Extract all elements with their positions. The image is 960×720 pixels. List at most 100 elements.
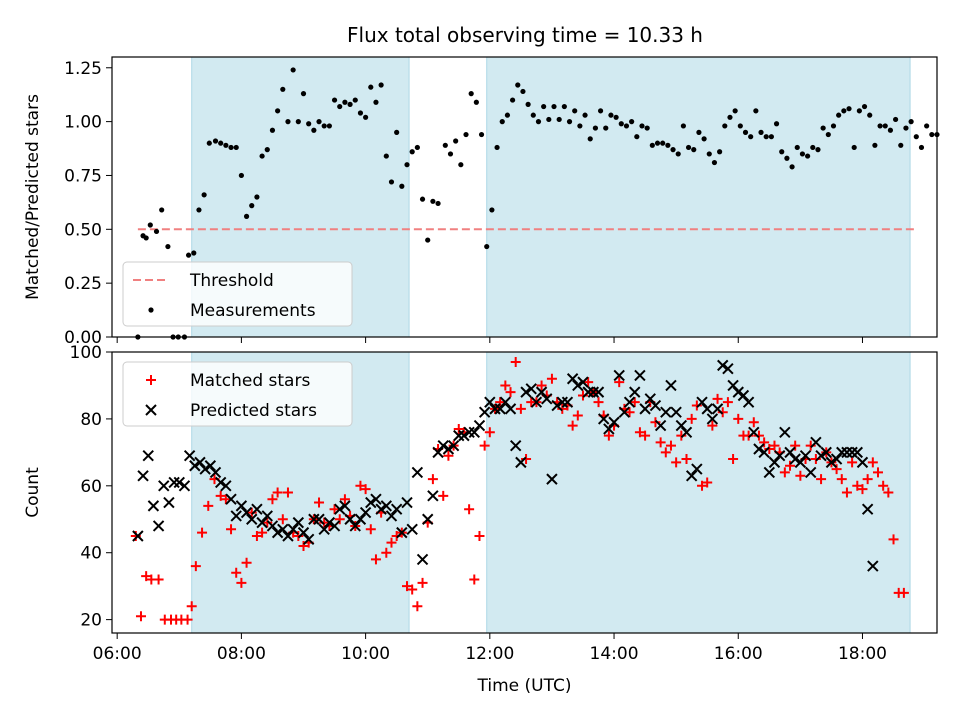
- data-point: [365, 524, 376, 535]
- data-point: [189, 460, 201, 472]
- data-point: [722, 123, 728, 129]
- data-point: [220, 494, 231, 505]
- data-point: [815, 147, 821, 153]
- data-point: [510, 357, 521, 368]
- data-point: [381, 547, 392, 558]
- data-point: [404, 162, 410, 168]
- data-point: [882, 123, 888, 129]
- data-point: [308, 513, 320, 525]
- data-point: [644, 125, 650, 131]
- data-point: [135, 611, 146, 622]
- data-point: [306, 121, 312, 127]
- data-point: [836, 474, 847, 485]
- data-point: [618, 121, 624, 127]
- data-point: [789, 164, 795, 170]
- x-axis-label: Time (UTC): [477, 676, 572, 696]
- data-point: [722, 397, 733, 408]
- data-point: [608, 112, 614, 118]
- data-point: [712, 393, 723, 404]
- data-point: [226, 524, 237, 535]
- data-point: [566, 373, 579, 385]
- data-point: [618, 406, 631, 418]
- data-point: [438, 490, 449, 501]
- data-point: [691, 400, 702, 411]
- data-point: [141, 571, 152, 582]
- y-axis-label: Matched/Predicted stars: [23, 94, 43, 300]
- data-point: [143, 235, 149, 241]
- data-point: [753, 430, 764, 441]
- data-point: [277, 514, 288, 525]
- data-point: [743, 430, 754, 441]
- data-point: [530, 112, 536, 118]
- data-point: [158, 480, 170, 492]
- data-point: [608, 416, 620, 428]
- data-point: [737, 123, 743, 129]
- data-point: [929, 131, 935, 138]
- data-point: [691, 147, 697, 153]
- data-point: [691, 463, 703, 475]
- legend-label: Predicted stars: [190, 401, 317, 421]
- data-point: [331, 97, 338, 103]
- data-point: [463, 426, 475, 438]
- data-point: [165, 243, 171, 250]
- data-point: [908, 119, 914, 125]
- data-point: [872, 467, 883, 478]
- data-point: [883, 487, 894, 498]
- data-point: [587, 386, 600, 398]
- data-point: [402, 581, 413, 592]
- data-point: [228, 144, 234, 151]
- data-point: [468, 426, 481, 438]
- data-point: [603, 125, 609, 131]
- data-point: [877, 123, 883, 129]
- data-point: [494, 144, 500, 151]
- data-point: [504, 403, 517, 415]
- data-point: [722, 363, 734, 375]
- data-point: [624, 407, 635, 418]
- data-point: [277, 523, 289, 536]
- data-point: [209, 466, 222, 479]
- data-point: [655, 437, 666, 448]
- y-tick-label: 0.75: [64, 166, 102, 186]
- data-point: [442, 443, 455, 455]
- data-point: [841, 108, 847, 114]
- data-point: [566, 119, 573, 125]
- data-point: [212, 138, 219, 144]
- data-point: [717, 149, 723, 155]
- data-point: [430, 198, 436, 204]
- data-point: [272, 487, 283, 498]
- data-point: [479, 440, 490, 451]
- data-point: [489, 403, 501, 415]
- data-point: [758, 129, 764, 135]
- data-point: [825, 456, 838, 469]
- x-tick-label: 16:00: [714, 644, 763, 664]
- data-point: [671, 457, 682, 468]
- data-point: [795, 470, 806, 481]
- data-point: [810, 144, 816, 151]
- data-point: [572, 379, 584, 392]
- data-point: [654, 140, 661, 146]
- data-point: [411, 466, 424, 479]
- y-tick-label: 0.50: [64, 220, 102, 240]
- data-point: [867, 560, 879, 572]
- data-point: [339, 500, 351, 512]
- data-point: [779, 149, 785, 155]
- data-point: [665, 440, 676, 451]
- data-point: [686, 413, 697, 424]
- data-point: [634, 427, 645, 438]
- data-point: [784, 155, 790, 161]
- data-point: [675, 419, 688, 432]
- data-point: [231, 567, 242, 578]
- data-point: [830, 123, 837, 129]
- data-point: [515, 82, 521, 88]
- data-point: [862, 474, 873, 485]
- data-point: [551, 103, 557, 110]
- data-point: [311, 127, 317, 133]
- data-point: [215, 490, 226, 501]
- data-point: [898, 587, 909, 598]
- data-point: [856, 456, 869, 469]
- data-point: [556, 116, 562, 123]
- data-point: [763, 134, 769, 140]
- data-point: [742, 129, 749, 135]
- data-point: [763, 466, 776, 479]
